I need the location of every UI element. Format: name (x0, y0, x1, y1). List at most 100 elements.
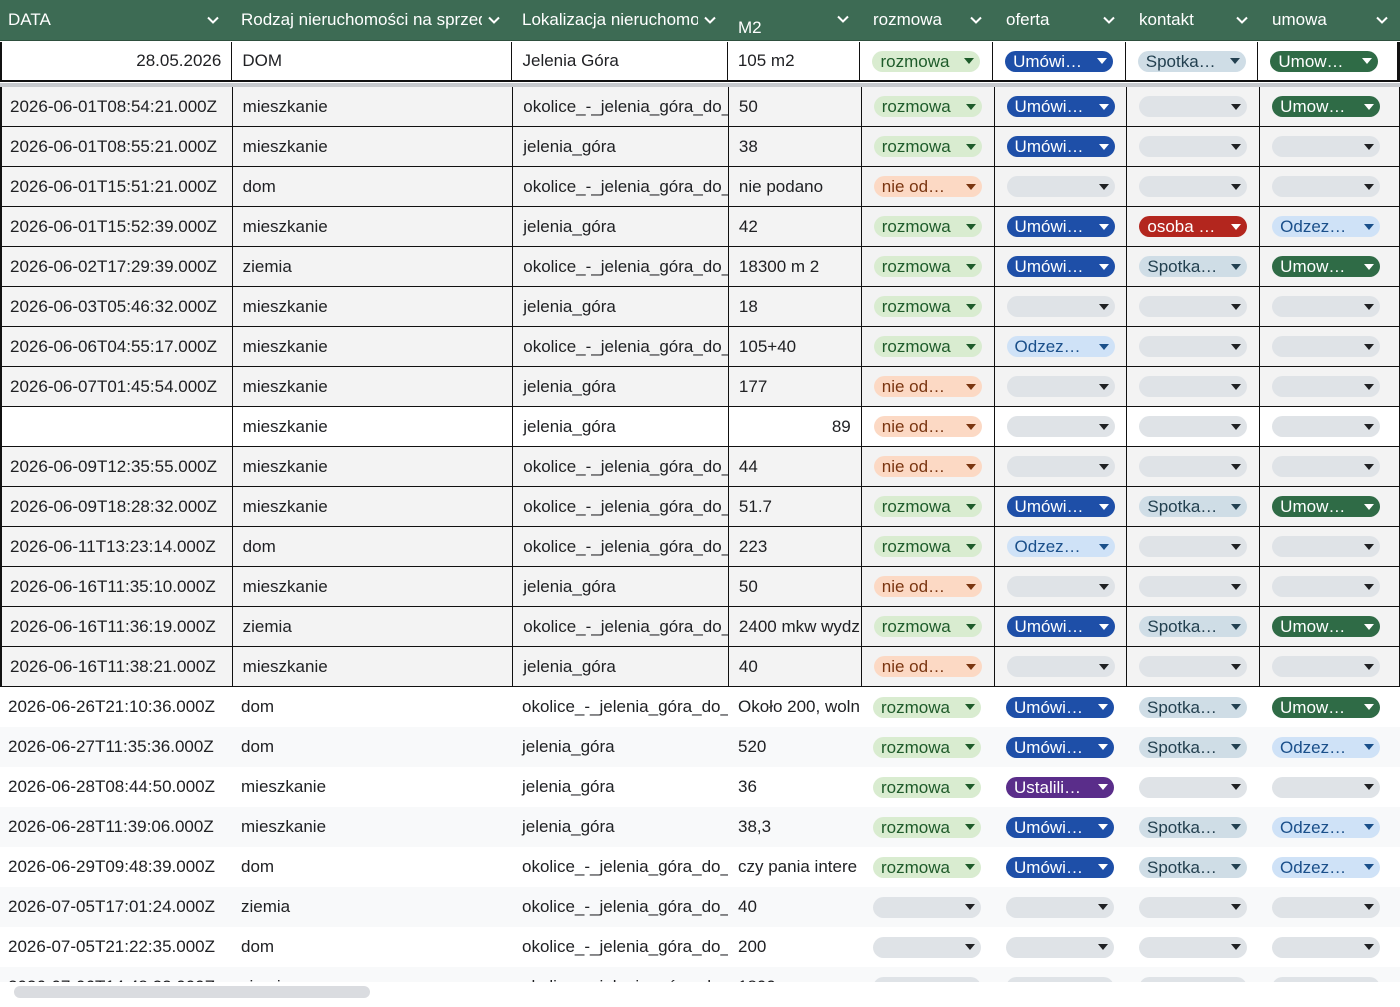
dropdown-arrow-icon[interactable] (1098, 583, 1109, 590)
cell-umowa[interactable]: Umow… (1260, 607, 1400, 647)
status-chip[interactable] (1139, 136, 1248, 157)
cell-data[interactable]: 2026-06-28T08:44:50.000Z (8, 777, 215, 796)
cell-kontakt[interactable]: Spotka… (1127, 607, 1261, 647)
status-chip[interactable]: Spotka… (1139, 736, 1247, 758)
cell-lokalizacja[interactable]: okolice_-_jelenia_góra_do_ (513, 527, 729, 567)
cell-rozmowa[interactable]: rozmowa (861, 767, 994, 807)
cell-rozmowa[interactable]: nie od… (861, 567, 995, 607)
dropdown-arrow-icon[interactable] (1231, 103, 1242, 110)
dropdown-arrow-icon[interactable] (965, 343, 976, 350)
cell-kontakt[interactable] (1127, 927, 1260, 967)
cell-m2[interactable]: 38 (728, 127, 862, 167)
cell-m2[interactable]: 51.7 (728, 487, 862, 527)
cell-lokalizacja[interactable]: okolice_-_jelenia_góra_do_ (522, 697, 728, 716)
cell-kontakt[interactable] (1127, 527, 1261, 567)
dropdown-arrow-icon[interactable] (1098, 103, 1109, 110)
status-chip[interactable]: nie od… (873, 176, 982, 197)
cell-data[interactable]: 2026-06-27T11:35:36.000Z (8, 737, 214, 756)
status-chip[interactable]: rozmowa (873, 736, 981, 758)
dropdown-arrow-icon[interactable] (1364, 744, 1374, 750)
status-chip[interactable]: rozmowa (872, 50, 981, 72)
cell-umowa[interactable] (1260, 527, 1400, 567)
status-chip[interactable] (1272, 296, 1381, 317)
cell-lokalizacja[interactable]: jelenia_góra (513, 207, 729, 247)
dropdown-arrow-icon[interactable] (1231, 183, 1242, 190)
cell-rodzaj[interactable]: mieszkanie (232, 87, 514, 127)
cell-data[interactable]: 2026-06-01T08:54:21.000Z (2, 87, 233, 127)
cell-lokalizacja[interactable]: jelenia_góra (513, 287, 729, 327)
chevron-down-icon[interactable] (702, 12, 718, 28)
dropdown-arrow-icon[interactable] (1229, 58, 1240, 64)
cell-kontakt[interactable] (1127, 287, 1261, 327)
dropdown-arrow-icon[interactable] (965, 183, 976, 190)
status-chip[interactable] (1006, 656, 1115, 677)
cell-oferta[interactable]: Umówi… (994, 847, 1127, 887)
status-chip[interactable]: nie od… (873, 416, 982, 437)
status-chip[interactable] (1139, 376, 1248, 397)
dropdown-arrow-icon[interactable] (1098, 343, 1109, 350)
cell-oferta[interactable]: Umówi… (994, 87, 1128, 127)
dropdown-arrow-icon[interactable] (1231, 704, 1241, 710)
cell-rodzaj[interactable]: mieszkanie (232, 367, 514, 407)
cell-data[interactable]: 2026-06-26T21:10:36.000Z (8, 697, 215, 716)
status-chip[interactable] (1272, 376, 1381, 397)
cell-lokalizacja[interactable]: okolice_-_jelenia_góra_do_ (513, 607, 729, 647)
cell-data[interactable]: 2026-07-05T21:22:35.000Z (8, 937, 215, 956)
status-chip[interactable] (1272, 536, 1381, 557)
status-chip[interactable]: rozmowa (873, 336, 982, 357)
status-chip[interactable]: Umow… (1272, 256, 1381, 277)
cell-oferta[interactable]: Odzez… (994, 527, 1128, 567)
cell-rodzaj[interactable]: mieszkanie (232, 647, 514, 687)
cell-kontakt[interactable] (1127, 327, 1261, 367)
dropdown-arrow-icon[interactable] (1098, 423, 1109, 430)
cell-umowa[interactable] (1260, 407, 1400, 447)
cell-rozmowa[interactable]: nie od… (861, 647, 995, 687)
cell-rozmowa[interactable]: nie od… (861, 447, 995, 487)
cell-umowa[interactable] (1260, 167, 1400, 207)
cell-umowa[interactable]: Odzez… (1260, 207, 1400, 247)
cell-data[interactable]: 2026-06-09T12:35:55.000Z (2, 447, 233, 487)
cell-rodzaj[interactable]: dom (232, 167, 514, 207)
dropdown-arrow-icon[interactable] (1364, 623, 1375, 630)
dropdown-arrow-icon[interactable] (1231, 223, 1242, 230)
cell-kontakt[interactable]: Spotka… (1127, 807, 1260, 847)
cell-rozmowa[interactable]: rozmowa (861, 247, 995, 287)
dropdown-arrow-icon[interactable] (964, 58, 975, 64)
dropdown-arrow-icon[interactable] (965, 864, 975, 870)
cell-m2[interactable]: czy pania intere (738, 857, 858, 876)
status-chip[interactable]: Umówi… (1006, 496, 1115, 517)
dropdown-arrow-icon[interactable] (1231, 303, 1242, 310)
cell-rozmowa[interactable]: rozmowa (861, 87, 995, 127)
cell-umowa[interactable] (1260, 887, 1400, 927)
status-chip[interactable] (1139, 96, 1248, 117)
cell-lokalizacja[interactable]: jelenia_góra (513, 127, 729, 167)
dropdown-arrow-icon[interactable] (1231, 343, 1242, 350)
dropdown-arrow-icon[interactable] (1098, 183, 1109, 190)
chevron-down-icon[interactable] (1374, 12, 1390, 28)
cell-umowa[interactable]: Umow… (1258, 42, 1398, 80)
status-chip[interactable] (1272, 896, 1380, 918)
cell-umowa[interactable] (1260, 447, 1400, 487)
status-chip[interactable]: nie od… (873, 576, 982, 597)
dropdown-arrow-icon[interactable] (1098, 904, 1108, 910)
status-chip[interactable]: rozmowa (873, 256, 982, 277)
status-chip[interactable]: Umow… (1272, 616, 1381, 637)
dropdown-arrow-icon[interactable] (1231, 583, 1242, 590)
cell-oferta[interactable] (994, 367, 1128, 407)
status-chip[interactable] (1139, 896, 1247, 918)
status-chip[interactable] (1272, 656, 1381, 677)
status-chip[interactable]: rozmowa (873, 616, 982, 637)
dropdown-arrow-icon[interactable] (1364, 904, 1374, 910)
status-chip[interactable]: rozmowa (873, 216, 982, 237)
status-chip[interactable] (1139, 936, 1247, 958)
status-chip[interactable] (1272, 576, 1381, 597)
cell-m2[interactable]: 40 (738, 897, 757, 916)
status-chip[interactable]: rozmowa (873, 696, 981, 718)
status-chip[interactable]: Spotka… (1139, 816, 1247, 838)
column-header-rozmowa[interactable]: rozmowa (861, 0, 994, 40)
dropdown-arrow-icon[interactable] (1231, 463, 1242, 470)
cell-umowa[interactable] (1260, 327, 1400, 367)
dropdown-arrow-icon[interactable] (1231, 383, 1242, 390)
cell-kontakt[interactable] (1127, 887, 1260, 927)
status-chip[interactable]: Umow… (1272, 696, 1380, 718)
